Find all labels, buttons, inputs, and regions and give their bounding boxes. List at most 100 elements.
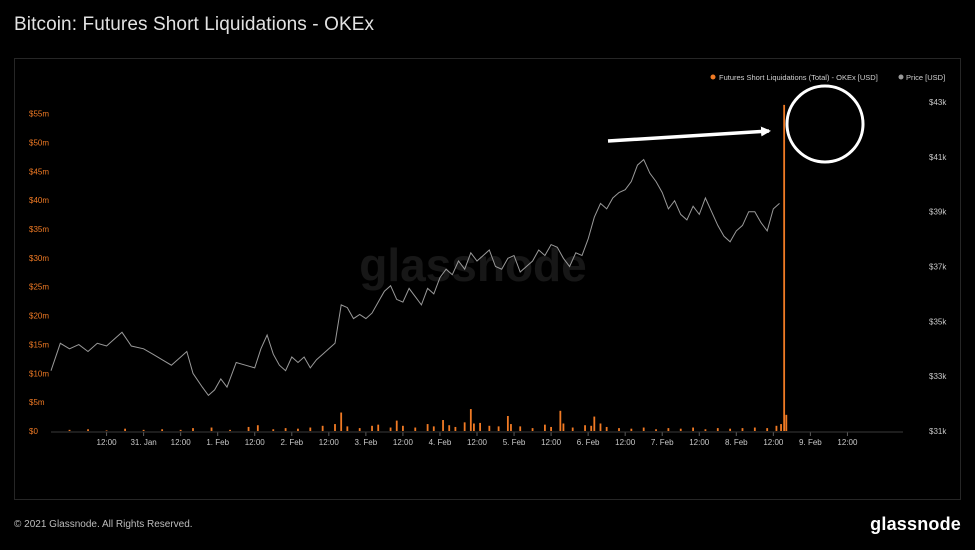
liquidation-bar bbox=[741, 428, 744, 431]
y-right-tick-label: $41k bbox=[929, 153, 947, 162]
x-tick-label: 7. Feb bbox=[651, 438, 674, 447]
liquidation-bar bbox=[510, 424, 512, 431]
liquidation-bar bbox=[692, 427, 694, 431]
liquidation-bar bbox=[346, 426, 349, 431]
y-left-tick-label: $35m bbox=[29, 225, 49, 234]
price-series-line bbox=[50, 158, 780, 397]
liquidation-bar bbox=[309, 427, 312, 431]
y-left-tick-label: $20m bbox=[29, 312, 49, 321]
y-left-tick-label: $0 bbox=[29, 427, 38, 436]
liquidation-bar bbox=[371, 425, 373, 431]
liquidation-bar bbox=[473, 423, 475, 431]
y-left-tick-label: $40m bbox=[29, 196, 49, 205]
liquidation-bar bbox=[297, 428, 299, 431]
liquidation-bar bbox=[426, 424, 429, 431]
liquidation-bar bbox=[584, 425, 586, 431]
liquidation-bar bbox=[550, 426, 552, 431]
liquidation-bar bbox=[68, 429, 71, 431]
y-left-tick-label: $10m bbox=[29, 369, 49, 378]
y-left-tick-label: $15m bbox=[29, 340, 49, 349]
liquidation-bar bbox=[775, 425, 778, 431]
liquidation-bar bbox=[593, 416, 596, 431]
x-tick-label: 31. Jan bbox=[130, 438, 156, 447]
liquidation-bar bbox=[655, 429, 657, 431]
liquidation-bar bbox=[321, 425, 324, 431]
annotation-circle bbox=[785, 84, 865, 164]
liquidation-bar bbox=[630, 428, 633, 431]
liquidation-bar bbox=[414, 427, 417, 431]
legend: Futures Short Liquidations (Total) - OKE… bbox=[710, 73, 945, 82]
liquidation-bar bbox=[716, 428, 719, 431]
liquidation-bar bbox=[785, 414, 788, 431]
liquidation-bar bbox=[519, 426, 522, 431]
liquidation-bar bbox=[432, 426, 435, 431]
liquidation-bar bbox=[667, 428, 670, 431]
y-left-tick-label: $25m bbox=[29, 283, 49, 292]
liquidation-bar bbox=[454, 426, 457, 431]
liquidation-bar bbox=[256, 425, 259, 431]
x-tick-label: 3. Feb bbox=[355, 438, 378, 447]
liquidation-bar bbox=[395, 420, 398, 431]
x-tick-label: 12:00 bbox=[467, 438, 488, 447]
x-tick-label: 12:00 bbox=[837, 438, 858, 447]
liquidation-bar bbox=[377, 424, 380, 431]
liquidation-bar bbox=[559, 410, 562, 431]
y-left-tick-label: $55m bbox=[29, 110, 49, 119]
copyright-footer: © 2021 Glassnode. All Rights Reserved. bbox=[14, 519, 193, 530]
liquidation-bar bbox=[783, 104, 786, 432]
liquidation-bar bbox=[506, 415, 509, 431]
brand-logo: glassnode bbox=[870, 514, 961, 534]
liquidation-bar bbox=[497, 426, 500, 431]
liquidation-bar bbox=[704, 429, 707, 431]
x-axis: 12:00 31. Jan 12:00 1. Feb 12:00 2. Feb 12:00 3… bbox=[51, 431, 903, 447]
liquidations-series bbox=[68, 104, 788, 432]
liquidation-bar bbox=[605, 426, 608, 431]
liquidation-bar bbox=[179, 429, 182, 431]
x-tick-label: 2. Feb bbox=[280, 438, 303, 447]
y-left-tick-label: $45m bbox=[29, 167, 49, 176]
annotation bbox=[607, 84, 865, 164]
x-tick-label: 12:00 bbox=[245, 438, 266, 447]
liquidation-bar bbox=[479, 422, 481, 431]
liquidation-bar bbox=[442, 420, 444, 431]
annotation-arrow bbox=[607, 126, 771, 143]
x-tick-label: 5. Feb bbox=[503, 438, 526, 447]
liquidation-bar bbox=[124, 428, 126, 431]
liquidation-bar bbox=[531, 428, 534, 431]
liquidation-bar bbox=[192, 428, 194, 431]
x-tick-label: 12:00 bbox=[541, 438, 562, 447]
x-tick-label: 12:00 bbox=[393, 438, 414, 447]
liquidation-bar bbox=[334, 424, 336, 431]
x-tick-label: 8. Feb bbox=[725, 438, 748, 447]
y-left-tick-label: $30m bbox=[29, 254, 49, 263]
legend-label-liquidations[interactable]: Futures Short Liquidations (Total) - OKE… bbox=[719, 73, 878, 82]
x-tick-label: 12:00 bbox=[763, 438, 784, 447]
legend-label-price[interactable]: Price [USD] bbox=[906, 73, 945, 82]
y-right-axis: $31k $33k $35k $37k $39k $41k $43k bbox=[929, 98, 947, 436]
liquidation-bar bbox=[618, 428, 620, 431]
liquidation-bar bbox=[161, 429, 164, 431]
y-left-axis: $0 $5m $10m $15m $20m $25m $30m $35m $40m $45m $50… bbox=[29, 110, 49, 436]
liquidation-bar bbox=[272, 429, 275, 431]
liquidation-bar bbox=[284, 428, 287, 431]
liquidation-bar bbox=[729, 428, 732, 431]
liquidation-bar bbox=[590, 425, 593, 431]
liquidation-bar bbox=[448, 425, 451, 431]
y-right-tick-label: $31k bbox=[929, 427, 947, 436]
liquidation-bar bbox=[599, 423, 602, 431]
x-tick-label: 12:00 bbox=[615, 438, 636, 447]
x-tick-label: 1. Feb bbox=[206, 438, 229, 447]
y-left-tick-label: $50m bbox=[29, 138, 49, 147]
x-tick-label: 12:00 bbox=[97, 438, 118, 447]
liquidation-bar bbox=[679, 428, 682, 431]
liquidation-bar bbox=[766, 428, 769, 431]
y-right-tick-label: $37k bbox=[929, 263, 947, 272]
x-tick-label: 12:00 bbox=[689, 438, 710, 447]
y-right-tick-label: $35k bbox=[929, 317, 947, 326]
liquidation-bar bbox=[142, 429, 145, 431]
chart: glassnode $0$5m$10m$15m$20m$25m$30m$35m$… bbox=[29, 73, 947, 447]
liquidation-bar bbox=[229, 429, 231, 431]
liquidation-bar bbox=[753, 427, 756, 431]
page-title: Bitcoin: Futures Short Liquidations - OK… bbox=[14, 14, 375, 35]
liquidation-bar bbox=[87, 429, 89, 431]
